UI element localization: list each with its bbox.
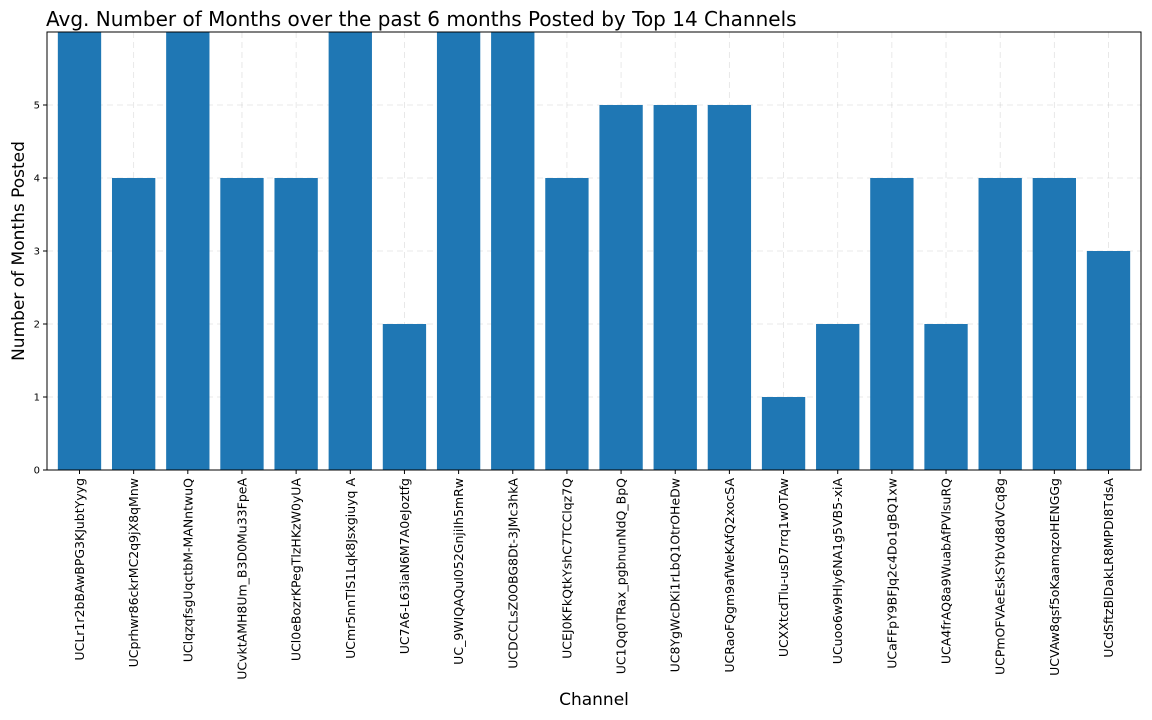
x-tick-label: UCaFFpY9BFJq2c4Do1gBQ1xw [884,478,899,669]
bar [816,324,860,470]
x-tick-label: UC8YgWcDKi1rLbQ1OtrOHeDw [668,478,683,672]
bar [870,178,914,470]
y-tick-label: 3 [34,247,40,258]
y-tick-label: 1 [34,393,40,404]
y-tick-label: 5 [34,101,40,112]
x-tick-label: UCprhwr86ckrMC2q9jX8qMnw [126,478,141,667]
x-tick-label: UCPmOFVAeEskSYbVd8dVCq8g [993,478,1008,675]
bar [57,32,102,470]
bar [653,105,697,470]
x-tick-label: UC1Qq0TRax_pgbnunNdQ_BpQ [614,478,629,674]
x-tick-label: UC7A6-L63iaN6M7A0eJoztfg [397,478,412,654]
bar [382,324,427,470]
y-tick-label: 0 [34,466,40,477]
x-tick-label: UCVAw8qsf5oKaamqzoHENGGg [1047,478,1062,676]
bar [1032,178,1077,470]
bar [491,32,535,470]
y-tick-label: 2 [34,320,40,331]
x-tick-label: UCl0eBozrKPegTlzHKzW0yUA [289,478,304,662]
bar [111,178,156,470]
x-axis-label: Channel [559,690,629,710]
bar [166,32,210,470]
y-tick-label: 4 [34,174,40,185]
x-tick-label: UC_9WIQAQuI052GnjiIh5mRw [451,478,466,665]
bar [707,105,752,470]
x-tick-label: UCLr1r2bBAwBPG3KJubtYyyg [72,478,87,661]
bar [328,32,372,470]
x-tick-label: UCdSftzBlDakLR8MPDI8TdsA [1101,478,1116,658]
y-axis-ticks: 0 1 2 3 4 5 [34,101,47,477]
x-tick-label: UCmr5nnTlS1Lqk8Jsxgiuyq A [343,478,358,659]
x-tick-label: UClqzqfsgUqctbM-MANntwuQ [180,478,195,662]
x-axis-ticks: UCLr1r2bBAwBPG3KJubtYyyg UCprhwr86ckrMC2q… [72,470,1116,680]
x-tick-label: UCRaoFQgm9afWeKAfQ2xocSA [722,478,737,673]
x-tick-label: UCA4frAQ8a9WuabAfPVlsuRQ [939,478,954,664]
x-tick-label: UCvktAMH8Um_B3D0Mu33FpeA [234,478,249,680]
bar [1086,251,1131,470]
x-tick-label: UCEJ0KFkQtkYshC7TCClqz7Q [559,478,574,659]
x-tick-label: UCDCCLsZ0OBG8Dt-3JMc3hkA [505,478,520,669]
bar [220,178,264,470]
bar [274,178,318,470]
bar [761,397,806,470]
bar [436,32,481,470]
bar [978,178,1022,470]
x-tick-label: UCXXtcdTlu-usD7rrq1w0TAw [776,478,791,657]
chart-title: Avg. Number of Months over the past 6 mo… [46,7,797,31]
x-tick-label: UCuoo6w9Hly6NA1g5VB5-xiA [830,478,845,665]
bar [599,105,643,470]
bar [545,178,589,470]
bar [924,324,968,470]
bars [57,32,1131,470]
y-axis-label: Number of Months Posted [9,141,29,361]
